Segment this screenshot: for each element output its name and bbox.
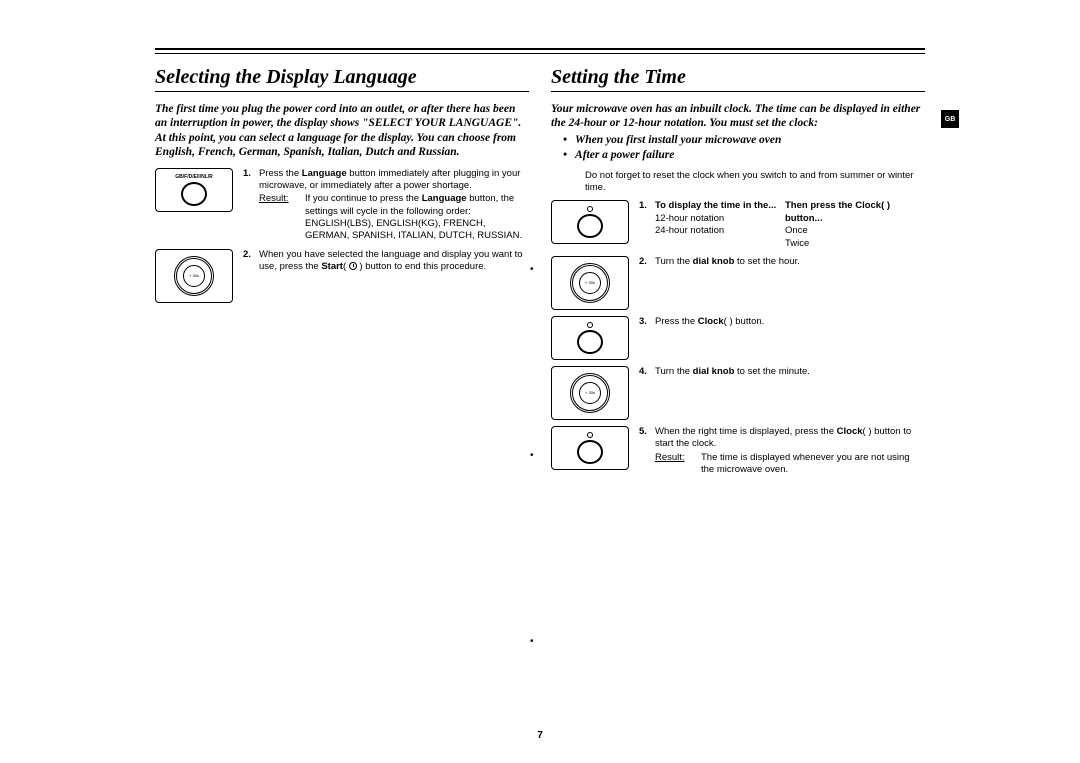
text-bold: dial knob bbox=[693, 256, 735, 267]
notation-table: To display the time in the... 12-hour no… bbox=[655, 200, 925, 249]
text-segment: to set the hour. bbox=[734, 256, 800, 267]
right-heading-rule bbox=[551, 91, 925, 92]
right-step-4: + 30s 4. Turn the dial knob to set the m… bbox=[551, 366, 925, 420]
bullet-item: After a power failure bbox=[563, 148, 925, 164]
button-icon bbox=[181, 182, 207, 206]
table-cell: Once bbox=[785, 225, 925, 237]
text-segment: ) button to end this procedure. bbox=[357, 261, 486, 272]
right-step-2: + 30s 2. Turn the dial knob to set the h… bbox=[551, 256, 925, 310]
two-columns: Selecting the Display Language The first… bbox=[155, 62, 925, 482]
dial-text: + 30s bbox=[585, 390, 595, 395]
reset-note: Do not forget to reset the clock when yo… bbox=[585, 170, 925, 195]
step-number: 1. bbox=[243, 168, 259, 243]
dial-figure: + 30s bbox=[551, 366, 629, 420]
button-icon bbox=[577, 214, 603, 238]
table-header: Then press the Clock( ) button... bbox=[785, 200, 925, 225]
clock-icon bbox=[587, 432, 593, 438]
manual-page: GB Selecting the Display Language The fi… bbox=[155, 48, 925, 482]
text-segment: Press the bbox=[259, 168, 302, 179]
step-number: 3. bbox=[639, 316, 655, 328]
table-header: To display the time in the... bbox=[655, 200, 785, 212]
left-step-2: + 30s 2. When you have selected the lang… bbox=[155, 249, 529, 303]
clock-button-figure bbox=[551, 426, 629, 470]
left-column: Selecting the Display Language The first… bbox=[155, 62, 529, 482]
text-segment: If you continue to press the bbox=[305, 193, 422, 204]
language-button-label: GB/F/D/E/I/NL/R bbox=[175, 174, 213, 180]
right-step-3: 3. Press the Clock( ) button. bbox=[551, 316, 925, 360]
right-step-5: 5. When the right time is displayed, pre… bbox=[551, 426, 925, 476]
dial-figure: + 30s bbox=[551, 256, 629, 310]
clock-icon bbox=[587, 322, 593, 328]
dial-text: + 30s bbox=[189, 273, 199, 278]
step-number: 2. bbox=[639, 256, 655, 268]
top-rule-thick bbox=[155, 48, 925, 50]
dial-icon: + 30s bbox=[570, 373, 610, 413]
text-segment: ( bbox=[343, 261, 349, 272]
table-cell: 12-hour notation bbox=[655, 213, 785, 225]
stray-dot: • bbox=[530, 636, 534, 647]
right-column: Setting the Time Your microwave oven has… bbox=[551, 62, 925, 482]
step-number: 5. bbox=[639, 426, 655, 476]
right-heading: Setting the Time bbox=[551, 66, 925, 89]
left-heading-rule bbox=[155, 91, 529, 92]
dial-icon: + 30s bbox=[570, 263, 610, 303]
text-bold: Clock bbox=[837, 426, 863, 437]
right-steps: 1. To display the time in the... 12-hour… bbox=[551, 200, 925, 476]
right-step-1: 1. To display the time in the... 12-hour… bbox=[551, 200, 925, 249]
left-step-1: GB/F/D/E/I/NL/R 1. Press the Language bu… bbox=[155, 168, 529, 243]
text-segment: The time is displayed whenever you are n… bbox=[701, 452, 925, 477]
left-steps: GB/F/D/E/I/NL/R 1. Press the Language bu… bbox=[155, 168, 529, 303]
step-number: 2. bbox=[243, 249, 259, 274]
result-label: Result: bbox=[259, 193, 299, 242]
text-segment: Press the bbox=[655, 316, 698, 327]
result-label: Result: bbox=[655, 452, 695, 477]
step-number: 1. bbox=[639, 200, 655, 249]
text-segment: Turn the bbox=[655, 256, 693, 267]
stray-dot: • bbox=[530, 264, 534, 275]
text-bold: dial knob bbox=[693, 366, 735, 377]
text-segment: ( ) button. bbox=[724, 316, 765, 327]
page-number: 7 bbox=[0, 730, 1080, 741]
button-icon bbox=[577, 330, 603, 354]
bullet-item: When you first install your microwave ov… bbox=[563, 133, 925, 149]
step-number: 4. bbox=[639, 366, 655, 378]
stray-dot: • bbox=[530, 450, 534, 461]
text-segment: When the right time is displayed, press … bbox=[655, 426, 837, 437]
clock-button-figure bbox=[551, 200, 629, 244]
text-bold: Clock bbox=[698, 316, 724, 327]
button-icon bbox=[577, 440, 603, 464]
language-button-figure: GB/F/D/E/I/NL/R bbox=[155, 168, 233, 212]
top-rule-thin bbox=[155, 53, 925, 54]
dial-icon: + 30s bbox=[174, 256, 214, 296]
right-intro: Your microwave oven has an inbuilt clock… bbox=[551, 102, 925, 131]
text-bold: Language bbox=[302, 168, 347, 179]
clock-icon bbox=[587, 206, 593, 212]
start-icon bbox=[349, 262, 357, 270]
language-badge: GB bbox=[941, 110, 959, 128]
bullet-list: When you first install your microwave ov… bbox=[563, 133, 925, 164]
table-cell: 24-hour notation bbox=[655, 225, 785, 237]
table-cell: Twice bbox=[785, 238, 925, 250]
text-bold: Language bbox=[422, 193, 467, 204]
text-segment: to set the minute. bbox=[734, 366, 810, 377]
left-heading: Selecting the Display Language bbox=[155, 66, 529, 89]
left-intro: The first time you plug the power cord i… bbox=[155, 102, 529, 160]
text-bold: Start bbox=[321, 261, 343, 272]
clock-button-figure bbox=[551, 316, 629, 360]
dial-text: + 30s bbox=[585, 280, 595, 285]
text-segment: Turn the bbox=[655, 366, 693, 377]
start-dial-figure: + 30s bbox=[155, 249, 233, 303]
